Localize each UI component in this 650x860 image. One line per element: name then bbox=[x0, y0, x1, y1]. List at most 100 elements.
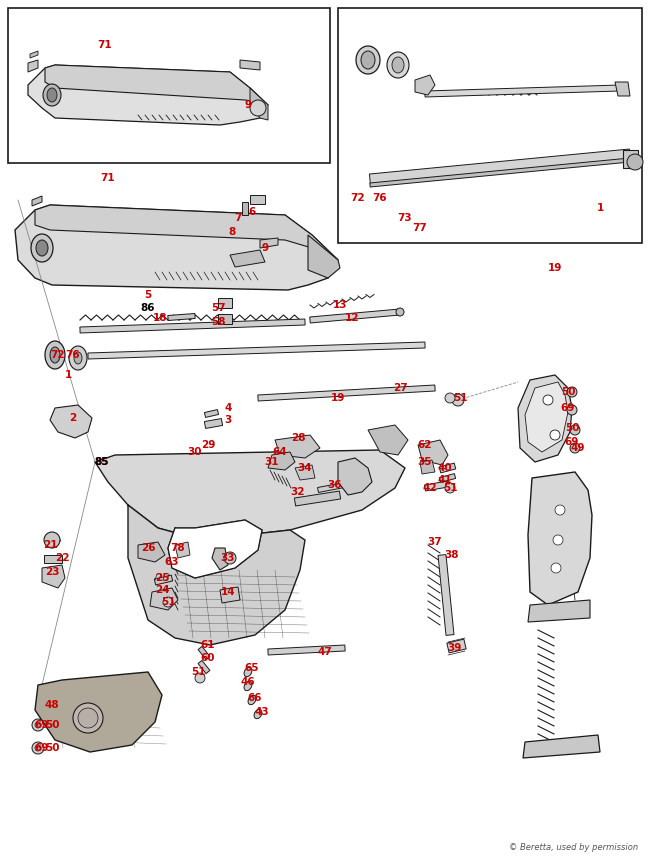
Circle shape bbox=[224, 552, 236, 564]
Text: 76: 76 bbox=[66, 350, 81, 360]
Polygon shape bbox=[415, 75, 435, 95]
Text: 35: 35 bbox=[418, 457, 432, 467]
Text: 19: 19 bbox=[331, 393, 345, 403]
Text: 71: 71 bbox=[101, 173, 115, 183]
Polygon shape bbox=[128, 505, 305, 645]
Text: 4: 4 bbox=[224, 403, 231, 413]
Text: 47: 47 bbox=[318, 647, 332, 657]
Polygon shape bbox=[418, 440, 448, 465]
Circle shape bbox=[567, 387, 577, 397]
Polygon shape bbox=[368, 425, 408, 455]
Text: 3: 3 bbox=[224, 415, 231, 425]
Polygon shape bbox=[28, 65, 268, 125]
Text: 50: 50 bbox=[45, 743, 59, 753]
Text: 69: 69 bbox=[35, 743, 49, 753]
Text: 85: 85 bbox=[95, 457, 109, 467]
Polygon shape bbox=[528, 472, 592, 605]
Polygon shape bbox=[528, 600, 590, 622]
Text: 61: 61 bbox=[201, 640, 215, 650]
Circle shape bbox=[44, 532, 60, 548]
Polygon shape bbox=[310, 309, 400, 323]
Polygon shape bbox=[175, 542, 190, 558]
Text: 5: 5 bbox=[144, 290, 151, 300]
Circle shape bbox=[543, 395, 553, 405]
Text: 69: 69 bbox=[35, 720, 49, 730]
Text: 12: 12 bbox=[344, 313, 359, 323]
Polygon shape bbox=[205, 409, 218, 417]
Text: 9: 9 bbox=[261, 243, 268, 253]
Text: 38: 38 bbox=[445, 550, 460, 560]
Polygon shape bbox=[424, 481, 448, 491]
Text: 18: 18 bbox=[153, 313, 167, 323]
Text: 72: 72 bbox=[51, 350, 65, 360]
Bar bbox=[8, 8, 330, 163]
Text: © Beretta, used by permission: © Beretta, used by permission bbox=[509, 843, 638, 852]
Polygon shape bbox=[623, 150, 638, 168]
Text: 60: 60 bbox=[201, 653, 215, 663]
Polygon shape bbox=[260, 238, 278, 248]
Ellipse shape bbox=[74, 352, 82, 364]
Ellipse shape bbox=[31, 234, 53, 262]
Text: 36: 36 bbox=[328, 480, 343, 490]
Polygon shape bbox=[198, 660, 210, 673]
Text: 28: 28 bbox=[291, 433, 306, 443]
Text: 50: 50 bbox=[45, 720, 59, 730]
Circle shape bbox=[553, 535, 563, 545]
Ellipse shape bbox=[36, 240, 48, 256]
Text: 29: 29 bbox=[201, 440, 215, 450]
Ellipse shape bbox=[248, 696, 256, 704]
Polygon shape bbox=[212, 548, 228, 570]
Polygon shape bbox=[220, 587, 240, 603]
Text: 46: 46 bbox=[240, 677, 255, 687]
Ellipse shape bbox=[392, 57, 404, 73]
Polygon shape bbox=[95, 450, 405, 538]
Text: 69: 69 bbox=[561, 403, 575, 413]
Ellipse shape bbox=[244, 681, 252, 691]
Bar bbox=[338, 8, 642, 243]
Text: 51: 51 bbox=[443, 483, 457, 493]
Polygon shape bbox=[230, 250, 265, 267]
Polygon shape bbox=[438, 555, 454, 636]
Polygon shape bbox=[168, 314, 195, 321]
Text: 27: 27 bbox=[393, 383, 408, 393]
Text: 76: 76 bbox=[372, 193, 387, 203]
Circle shape bbox=[163, 597, 173, 607]
Polygon shape bbox=[45, 65, 268, 105]
Circle shape bbox=[555, 505, 565, 515]
Polygon shape bbox=[154, 575, 173, 585]
Text: 19: 19 bbox=[548, 263, 562, 273]
Polygon shape bbox=[250, 88, 268, 120]
Polygon shape bbox=[204, 419, 222, 428]
Text: 6: 6 bbox=[248, 207, 255, 217]
Text: 50: 50 bbox=[561, 387, 575, 397]
Circle shape bbox=[78, 708, 98, 728]
Ellipse shape bbox=[47, 88, 57, 102]
Text: 41: 41 bbox=[437, 475, 452, 485]
Polygon shape bbox=[258, 385, 435, 401]
Text: 37: 37 bbox=[428, 537, 442, 547]
Text: 9: 9 bbox=[244, 100, 252, 110]
Text: 40: 40 bbox=[437, 463, 452, 473]
Text: 49: 49 bbox=[571, 443, 585, 453]
Text: 23: 23 bbox=[45, 567, 59, 577]
Ellipse shape bbox=[356, 46, 380, 74]
Polygon shape bbox=[420, 460, 435, 474]
Ellipse shape bbox=[45, 341, 65, 369]
Text: 85: 85 bbox=[95, 457, 109, 467]
Polygon shape bbox=[218, 314, 232, 324]
Polygon shape bbox=[268, 645, 345, 655]
Circle shape bbox=[32, 742, 44, 754]
Text: 21: 21 bbox=[43, 540, 57, 550]
Circle shape bbox=[551, 563, 561, 573]
Polygon shape bbox=[250, 195, 265, 204]
Text: 25: 25 bbox=[155, 573, 169, 583]
Text: 34: 34 bbox=[298, 463, 312, 473]
Text: 33: 33 bbox=[221, 553, 235, 563]
Circle shape bbox=[195, 673, 205, 683]
Polygon shape bbox=[168, 520, 262, 578]
Polygon shape bbox=[32, 196, 42, 206]
Text: 63: 63 bbox=[164, 557, 179, 567]
Polygon shape bbox=[35, 672, 162, 752]
Circle shape bbox=[35, 745, 41, 751]
Text: 71: 71 bbox=[98, 40, 112, 50]
